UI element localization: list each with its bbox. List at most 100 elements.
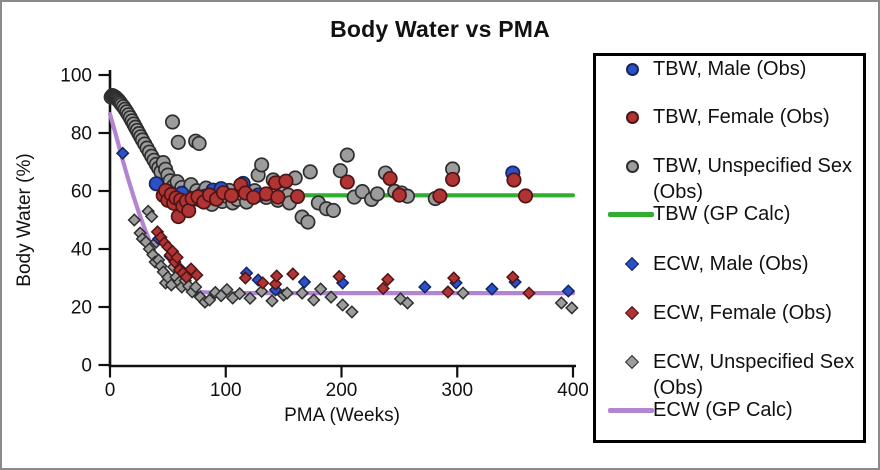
series-ecw-female-obs xyxy=(150,225,536,300)
data-point-circle xyxy=(391,187,407,203)
data-point-diamond xyxy=(297,275,312,289)
legend-label: TBW, Male (Obs) xyxy=(653,58,807,80)
data-point-diamond xyxy=(115,146,130,161)
series-tbw-unspecified-sex-obs xyxy=(103,88,461,230)
data-point-circle xyxy=(506,172,522,188)
x-tick-label: 300 xyxy=(441,380,473,401)
legend-label: ECW (GP Calc) xyxy=(653,399,793,421)
legend-label: TBW (GP Calc) xyxy=(653,203,791,225)
data-point-diamond xyxy=(441,285,455,299)
x-tick-label: 200 xyxy=(326,380,358,401)
ecw-diamond-marker-icon xyxy=(624,305,640,320)
data-point-diamond xyxy=(208,285,223,300)
data-point-circle xyxy=(339,174,355,190)
data-point-diamond xyxy=(335,298,350,312)
legend-label: ECW, Male (Obs) xyxy=(653,253,809,275)
data-point-diamond xyxy=(232,286,247,301)
y-tick-label: 80 xyxy=(71,124,92,145)
data-point-diamond xyxy=(254,284,269,299)
axes: 0 20 40 60 80 100 0 100 200 300 400 xyxy=(60,66,589,402)
data-point-diamond xyxy=(286,267,300,281)
data-point-circle xyxy=(181,203,197,219)
x-tick-label: 100 xyxy=(210,380,242,401)
legend-label: TBW, Female (Obs) xyxy=(653,106,830,128)
data-point-diamond xyxy=(565,301,579,315)
ecw-diamond-marker-icon xyxy=(624,354,640,369)
ecw-diamond-marker-icon xyxy=(624,256,640,271)
data-point-diamond xyxy=(265,294,279,308)
data-point-diamond xyxy=(256,276,270,290)
data-point-diamond xyxy=(238,271,253,285)
data-point-circle xyxy=(339,147,355,163)
data-point-circle xyxy=(300,214,316,230)
data-point-diamond xyxy=(376,281,390,296)
data-point-circle xyxy=(223,188,240,204)
data-point-diamond xyxy=(332,269,346,284)
data-point-diamond xyxy=(456,286,470,300)
tbw-circle-marker-icon xyxy=(626,159,639,173)
data-point-diamond xyxy=(188,280,203,294)
data-point-circle xyxy=(170,134,186,150)
data-point-diamond xyxy=(313,282,328,296)
data-point-circle xyxy=(445,171,461,187)
data-point-diamond xyxy=(393,292,408,306)
tbw-circle-marker-icon xyxy=(626,110,639,124)
legend-label: ECW, Female (Obs) xyxy=(653,302,832,324)
data-point-circle xyxy=(245,189,262,205)
data-point-diamond xyxy=(268,277,283,291)
ecw-line-swatch-icon xyxy=(608,407,654,413)
data-point-diamond xyxy=(522,286,536,300)
data-point-diamond xyxy=(170,250,184,265)
data-point-circle xyxy=(369,186,385,202)
legend-label: ECW, Unspecified Sex (Obs) xyxy=(653,351,855,399)
data-point-diamond xyxy=(554,296,569,310)
data-point-circle xyxy=(270,189,286,205)
y-tick-label: 60 xyxy=(71,182,92,203)
y-tick-label: 0 xyxy=(81,356,92,377)
data-point-circle xyxy=(325,202,341,218)
data-point-circle xyxy=(278,173,294,189)
plot-area: 0 20 40 60 80 100 0 100 200 300 400 Body Water (%)… xyxy=(14,66,589,427)
series-tbw-female-obs xyxy=(155,170,534,225)
data-point-diamond xyxy=(127,213,142,227)
data-point-diamond xyxy=(447,271,461,285)
data-point-diamond xyxy=(324,290,338,304)
data-point-diamond xyxy=(220,282,234,297)
y-tick-label: 40 xyxy=(71,240,92,261)
data-point-diamond xyxy=(381,272,395,287)
data-point-circle xyxy=(302,164,318,180)
data-point-diamond xyxy=(269,269,284,283)
data-point-diamond xyxy=(144,209,159,224)
y-tick-label: 100 xyxy=(60,66,92,87)
data-point-diamond xyxy=(190,268,204,282)
data-point-diamond xyxy=(280,286,294,300)
y-axis-label: Body Water (%) xyxy=(14,153,35,286)
x-tick-label: 400 xyxy=(557,380,589,401)
legend: TBW, Male (Obs) TBW, Female (Obs) TBW, Uns… xyxy=(593,53,866,443)
data-point-circle xyxy=(191,135,207,151)
data-point-diamond xyxy=(561,284,576,298)
chart-title: Body Water vs PMA xyxy=(330,16,550,42)
series-ecw-unspecified-sex-obs xyxy=(127,204,579,319)
data-point-circle xyxy=(289,188,306,205)
data-point-diamond xyxy=(243,291,257,306)
data-point-diamond xyxy=(418,280,432,294)
scatter-points xyxy=(103,88,579,319)
y-tick-label: 20 xyxy=(71,298,92,319)
x-tick-label: 0 xyxy=(105,380,116,401)
data-point-diamond xyxy=(400,296,415,310)
data-point-circle xyxy=(164,114,181,130)
data-point-diamond xyxy=(485,282,499,296)
tbw-line-swatch-icon xyxy=(608,211,654,217)
data-point-circle xyxy=(432,188,448,204)
data-point-diamond xyxy=(506,270,520,284)
data-point-circle xyxy=(332,163,348,179)
x-axis-label: PMA (Weeks) xyxy=(284,405,400,426)
data-point-diamond xyxy=(202,293,217,307)
data-point-diamond xyxy=(295,286,309,300)
data-point-diamond xyxy=(306,293,321,307)
tbw-circle-marker-icon xyxy=(626,62,639,76)
data-point-diamond xyxy=(345,305,359,319)
data-point-circle xyxy=(382,170,398,187)
data-point-circle xyxy=(517,188,534,204)
